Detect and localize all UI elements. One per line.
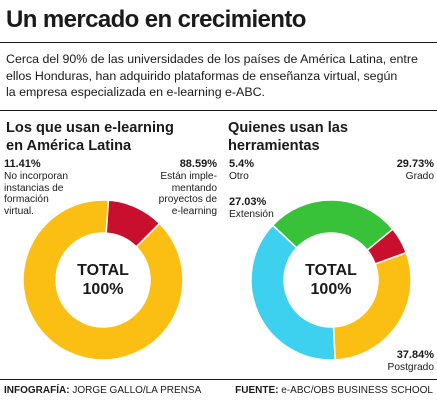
left-slice-red-pct: 11.41% [4, 158, 41, 170]
left-slice-yellow-pct: 88.59% [179, 158, 217, 170]
right-slice-yellow-desc: Grado [405, 171, 434, 182]
footer-source: FUENTE: e-ABC/OBS BUSINESS SCHOOL [235, 385, 433, 396]
right-slice-green-desc: Extensión [229, 209, 274, 220]
chart-right-center-label: TOTAL 100% [305, 262, 357, 298]
footer-source-label: FUENTE: [235, 385, 279, 396]
intro-divider [0, 110, 437, 111]
chart-left-center-label: TOTAL 100% [77, 262, 129, 298]
donut-slice [366, 228, 408, 265]
chart-right-title: Quienes usan las herramientas [228, 120, 349, 154]
right-slice-red-pct: 5.4% [229, 158, 255, 170]
footer-source-value: e-ABC/OBS BUSINESS SCHOOL [281, 385, 433, 396]
footer-credit: INFOGRAFÍA: JORGE GALLO/LA PRENSA [4, 385, 201, 396]
donut-slice [271, 199, 394, 252]
right-slice-yellow-pct: 29.73% [396, 158, 434, 170]
right-slice-green-pct: 27.03% [229, 196, 267, 208]
footer-divider [0, 379, 437, 380]
left-slice-yellow-desc: Están imple- mentando proyectos de e-lea… [158, 171, 217, 218]
right-slice-cyan-pct: 37.84% [396, 349, 434, 361]
right-slice-cyan-desc: Postgrado [387, 362, 434, 373]
infographic-title: Un mercado en crecimiento [6, 6, 306, 33]
title-divider [0, 42, 437, 43]
chart-left-title: Los que usan e-learning en América Latin… [6, 120, 174, 154]
left-slice-red-desc: No incorporan instancias de formación vi… [4, 171, 68, 218]
right-slice-red-desc: Otro [229, 171, 249, 182]
footer-credit-value: JORGE GALLO/LA PRENSA [72, 385, 202, 396]
footer-credit-label: INFOGRAFÍA: [4, 385, 70, 396]
intro-paragraph: Cerca del 90% de las universidades de lo… [6, 52, 418, 100]
